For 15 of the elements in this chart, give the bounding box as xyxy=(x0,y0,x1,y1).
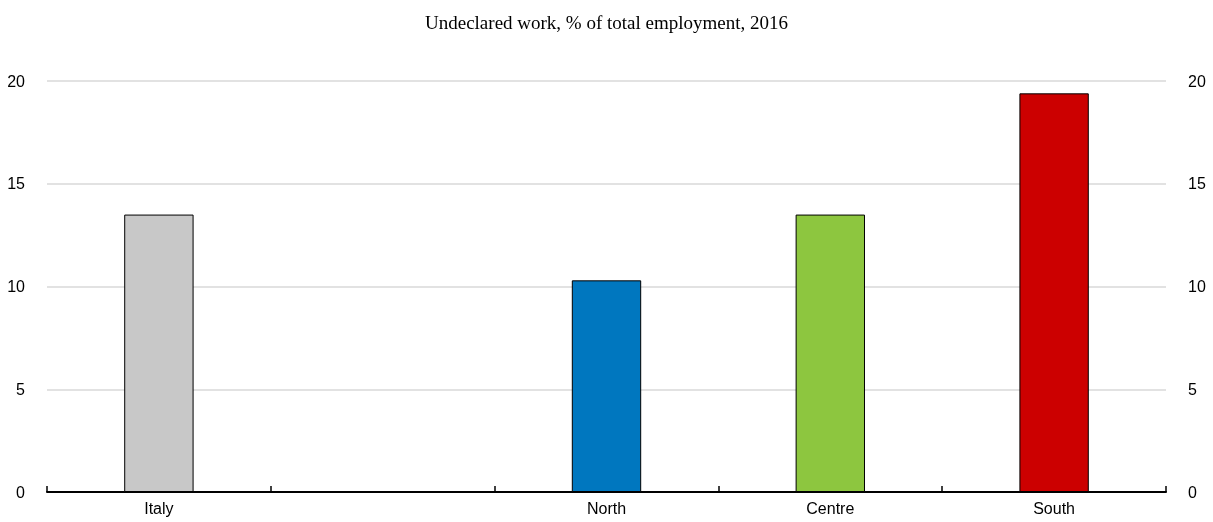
y-tick-label: 5 xyxy=(16,380,26,398)
y2-tick-label: 20 xyxy=(1188,72,1206,90)
x-tick-label: Italy xyxy=(144,499,174,517)
y-tick-label: 0 xyxy=(16,483,26,501)
y2-tick-label: 15 xyxy=(1188,175,1206,193)
chart-title: Undeclared work, % of total employment, 2016 xyxy=(424,12,789,33)
y-tick-label: 15 xyxy=(7,175,26,193)
x-tick-label: South xyxy=(1033,499,1076,517)
y-tick-label: 20 xyxy=(7,72,26,90)
y2-tick-label: 0 xyxy=(1188,483,1197,501)
x-tick-label: Centre xyxy=(806,499,855,517)
x-tick-label: North xyxy=(586,499,627,517)
y-tick-label: 10 xyxy=(7,278,26,295)
y2-tick-label: 5 xyxy=(1188,380,1197,398)
y2-tick-label: 10 xyxy=(1188,278,1206,295)
